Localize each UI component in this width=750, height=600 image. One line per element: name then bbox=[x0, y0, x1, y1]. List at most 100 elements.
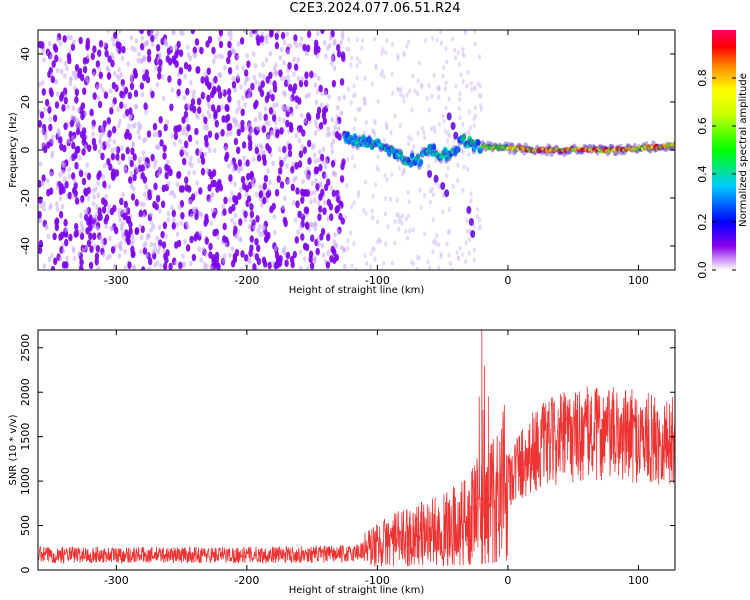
spectrogram-cell bbox=[430, 35, 435, 42]
spectrogram-cell bbox=[112, 70, 117, 77]
spectrogram-cell bbox=[275, 130, 280, 139]
spectrogram-cell bbox=[126, 237, 131, 246]
spectrogram-cell bbox=[101, 87, 105, 93]
spectrogram-cell bbox=[245, 180, 249, 186]
spectrogram-cell bbox=[220, 129, 225, 137]
spectrogram-cell bbox=[141, 150, 146, 156]
spectrogram-cell bbox=[254, 79, 258, 86]
spectrogram-cell bbox=[161, 95, 166, 102]
spectrogram-cell bbox=[194, 191, 198, 197]
spectrogram-cell bbox=[198, 187, 203, 195]
spectrogram-cell bbox=[370, 214, 375, 221]
spectrogram-cell bbox=[355, 37, 359, 43]
spectrogram-cell bbox=[248, 249, 253, 257]
spectrogram-cell bbox=[445, 59, 449, 65]
spectrogram-cell bbox=[276, 30, 280, 34]
spectrogram-cell bbox=[230, 160, 234, 167]
spectrogram-cell bbox=[216, 234, 220, 240]
spectrogram-cell bbox=[258, 72, 263, 78]
spectrogram-cell bbox=[319, 182, 323, 189]
spectrogram-cell bbox=[350, 263, 354, 269]
x-tick-label: -300 bbox=[104, 574, 129, 587]
spectrogram-cell bbox=[373, 256, 377, 262]
ridge-halo bbox=[546, 143, 551, 151]
spectrogram-cell bbox=[121, 234, 126, 240]
spectrogram-cell bbox=[222, 222, 227, 231]
spectrogram-cell bbox=[228, 130, 233, 136]
spectrogram-cell bbox=[85, 162, 89, 168]
x-tick-label: -200 bbox=[234, 574, 259, 587]
spectrogram-cell bbox=[451, 183, 455, 190]
ridge-halo bbox=[398, 148, 403, 156]
spectrogram-cell bbox=[86, 172, 92, 181]
spectrogram-cell bbox=[339, 175, 345, 183]
spectrogram-cell bbox=[66, 104, 70, 110]
spectrogram-cell bbox=[160, 200, 166, 209]
ridge-cell bbox=[440, 182, 446, 190]
spectrogram-cell bbox=[446, 165, 450, 171]
spectrogram-cell bbox=[222, 253, 227, 259]
spectrogram-cell bbox=[247, 93, 251, 99]
spectrogram-cell bbox=[204, 139, 209, 148]
spectrogram-cell bbox=[282, 216, 288, 225]
spectrogram-cell bbox=[145, 39, 149, 46]
spectrogram-cell bbox=[154, 65, 158, 71]
spectrogram-cell bbox=[128, 107, 133, 115]
ridge-cell bbox=[473, 143, 478, 151]
spectrogram-cell bbox=[447, 206, 451, 212]
spectrogram-cell bbox=[345, 46, 349, 52]
spectrogram-cell bbox=[58, 195, 63, 202]
ridge-halo bbox=[415, 152, 421, 160]
spectrogram-cell bbox=[463, 30, 468, 36]
spectrogram-cell bbox=[268, 71, 273, 80]
spectrogram-cell bbox=[96, 265, 101, 270]
spectrogram-cell bbox=[468, 125, 472, 131]
ridge-halo bbox=[507, 147, 513, 155]
spectrogram-cell bbox=[297, 210, 302, 219]
spectrogram-cell bbox=[64, 180, 69, 189]
spectrogram-cell bbox=[137, 121, 141, 127]
spectrogram-cell bbox=[302, 256, 307, 262]
ridge-halo bbox=[351, 141, 356, 149]
spectrogram-cell bbox=[415, 266, 419, 270]
y-axis-label: SNR (10 * v/v) bbox=[8, 414, 19, 485]
spectrogram-cell bbox=[406, 189, 410, 195]
spectrogram-cell bbox=[254, 146, 259, 155]
spectrogram-cell bbox=[158, 116, 163, 124]
ridge-cell bbox=[470, 230, 476, 238]
spectrogram-cell bbox=[208, 197, 212, 204]
spectrogram-cell bbox=[288, 121, 294, 130]
spectrogram-cell bbox=[50, 153, 54, 159]
spectrogram-cell bbox=[171, 209, 176, 218]
spectrogram-cell bbox=[207, 35, 213, 44]
spectrogram-cell bbox=[117, 211, 121, 218]
spectrogram-cell bbox=[291, 161, 295, 168]
spectrogram-cell bbox=[40, 127, 45, 134]
spectrogram-cell bbox=[304, 93, 309, 100]
spectrogram-cell bbox=[216, 104, 221, 113]
spectrogram-cell bbox=[407, 39, 411, 45]
spectrogram-cell bbox=[82, 57, 88, 65]
spectrogram-cell bbox=[38, 81, 42, 88]
spectrogram-cell bbox=[98, 213, 103, 221]
spectrogram-cell bbox=[355, 75, 359, 81]
ridge-cell bbox=[468, 218, 474, 226]
spectrogram-cell bbox=[282, 105, 286, 112]
x-tick-label: 100 bbox=[628, 274, 649, 287]
spectrogram-cell bbox=[156, 249, 160, 255]
spectrogram-cell bbox=[293, 34, 298, 42]
spectrogram-cell bbox=[106, 158, 111, 166]
spectrogram-cell bbox=[190, 98, 196, 106]
spectrogram-cell bbox=[144, 109, 148, 116]
spectrogram-cell bbox=[223, 196, 228, 205]
spectrogram-cell bbox=[213, 53, 218, 60]
spectrogram-cell bbox=[317, 213, 322, 221]
spectrogram-cell bbox=[198, 230, 203, 237]
spectrogram-cell bbox=[161, 184, 166, 193]
spectrogram-cell bbox=[240, 108, 245, 117]
spectrogram-cell bbox=[252, 263, 257, 270]
spectrogram-cell bbox=[303, 189, 309, 197]
spectrogram-cell bbox=[431, 186, 435, 192]
spectrogram-cell bbox=[276, 175, 281, 183]
spectrogram-cell bbox=[183, 61, 189, 70]
